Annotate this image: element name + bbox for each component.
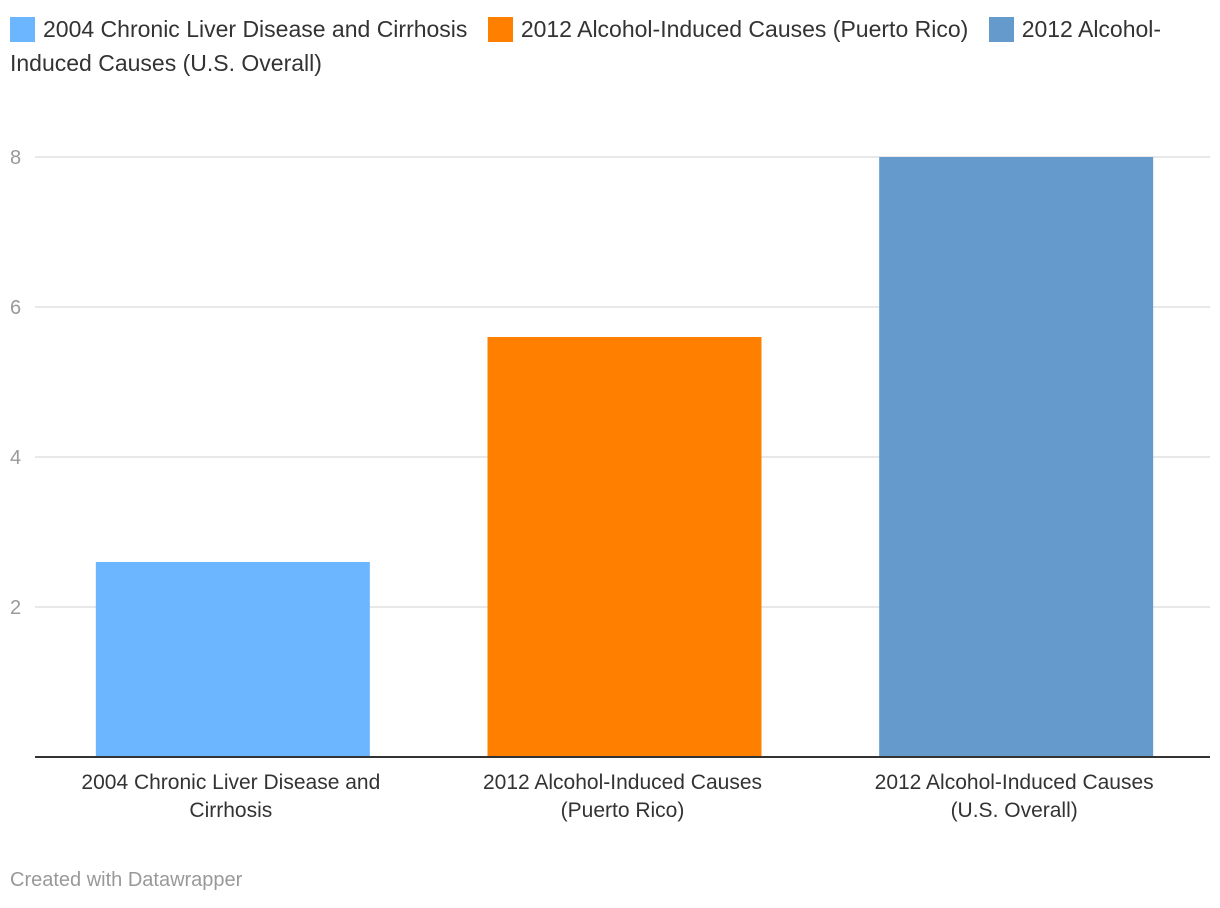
bar <box>95 562 370 757</box>
chart-legend: 2004 Chronic Liver Disease and Cirrhosis… <box>10 12 1210 80</box>
x-category-label: (Puerto Rico) <box>561 799 685 822</box>
legend-item: 2012 Alcohol-Induced Causes (U.S. Overal… <box>10 16 1161 76</box>
x-category-label: Cirrhosis <box>189 799 272 822</box>
x-axis-labels: 2004 Chronic Liver Disease and Cirrhosis 2… <box>81 771 1153 822</box>
y-tick-label: 4 <box>10 447 21 469</box>
legend-swatch <box>487 17 513 42</box>
legend-item: 2004 Chronic Liver Disease and Cirrhosis <box>10 16 467 42</box>
legend-swatch <box>988 17 1014 42</box>
bar <box>487 337 762 757</box>
legend-label: 2012 Alcohol-Induced Causes (U.S. Overal… <box>10 16 1162 76</box>
bars <box>95 157 1154 757</box>
footer-credit: Created with Datawrapper <box>10 869 243 891</box>
y-axis-ticks: 2 4 6 8 <box>10 147 21 619</box>
bar <box>879 157 1154 757</box>
x-category-label: 2004 Chronic Liver Disease and <box>81 771 380 794</box>
bar-chart: 2 4 6 8 2004 Chronic Liver Disease and Cirrh… <box>10 147 1210 822</box>
legend-swatch <box>10 17 35 42</box>
x-category-label: 2012 Alcohol-Induced Causes <box>875 771 1154 794</box>
y-tick-label: 8 <box>10 147 21 169</box>
y-tick-label: 2 <box>10 597 21 619</box>
y-tick-label: 6 <box>10 297 21 319</box>
x-category-label: (U.S. Overall) <box>951 799 1078 822</box>
legend-item: 2012 Alcohol-Induced Causes (Puerto Rico… <box>487 16 969 42</box>
legend-label: 2004 Chronic Liver Disease and Cirrhosis <box>43 16 468 42</box>
legend-label: 2012 Alcohol-Induced Causes (Puerto Rico… <box>520 16 969 42</box>
x-category-label: 2012 Alcohol-Induced Causes <box>483 771 762 794</box>
